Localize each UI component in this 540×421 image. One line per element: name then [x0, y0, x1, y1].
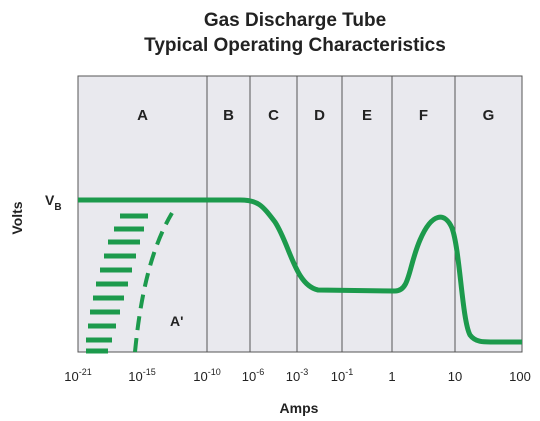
- region-label: D: [314, 107, 325, 124]
- tick-base: 10: [64, 369, 78, 384]
- x-tick-label: 10-6: [242, 367, 264, 384]
- region-label: E: [362, 107, 372, 124]
- region-labels: A B C D E F G: [137, 107, 494, 124]
- vb-main: V: [45, 192, 55, 208]
- x-tick-label: 10-21: [64, 367, 91, 384]
- y-axis-label: Volts: [9, 201, 25, 234]
- annotation: A': [170, 313, 183, 329]
- tick-base: 10: [193, 369, 207, 384]
- tick-base: 10: [448, 369, 462, 384]
- x-tick-label: 10-3: [286, 367, 308, 384]
- tick-base: 100: [509, 369, 531, 384]
- region-label: A: [137, 107, 148, 124]
- tick-base: 10: [128, 369, 142, 384]
- plot-area: [77, 75, 523, 353]
- x-tick-label: 10-15: [128, 367, 155, 384]
- tick-exponent: -3: [300, 367, 308, 377]
- title-line: Gas Discharge Tube: [204, 10, 386, 31]
- tick-base: 10: [331, 369, 345, 384]
- x-tick-label: 10-10: [193, 367, 220, 384]
- region-dividers: [206, 76, 456, 352]
- tick-exponent: -6: [256, 367, 264, 377]
- title-line: Typical Operating Characteristics: [144, 35, 446, 56]
- vb-label: VB: [45, 192, 62, 213]
- tick-base: 10: [286, 369, 300, 384]
- vb-sub: B: [54, 202, 61, 213]
- x-axis-label: Amps: [280, 400, 319, 416]
- region-label: G: [483, 107, 495, 124]
- x-tick-label: 10-1: [331, 367, 353, 384]
- dashed-curve: [133, 211, 174, 353]
- x-tick-label: 10: [448, 369, 462, 384]
- region-label: F: [419, 107, 428, 124]
- tick-base: 1: [388, 369, 395, 384]
- tick-exponent: -21: [79, 367, 92, 377]
- x-tick-label: 1: [388, 369, 395, 384]
- x-tick-label: 100: [509, 369, 531, 384]
- tick-base: 10: [242, 369, 256, 384]
- tick-exponent: -1: [345, 367, 353, 377]
- x-tick-labels: 10-21 10-15 10-10 10-6 10-3 10-1 1 10 100: [64, 367, 531, 384]
- leakage-dashes: [86, 213, 148, 354]
- region-label: C: [268, 107, 279, 124]
- operating-curve: [78, 197, 522, 345]
- tick-exponent: -15: [143, 367, 156, 377]
- region-label: B: [223, 107, 234, 124]
- tick-exponent: -10: [208, 367, 221, 377]
